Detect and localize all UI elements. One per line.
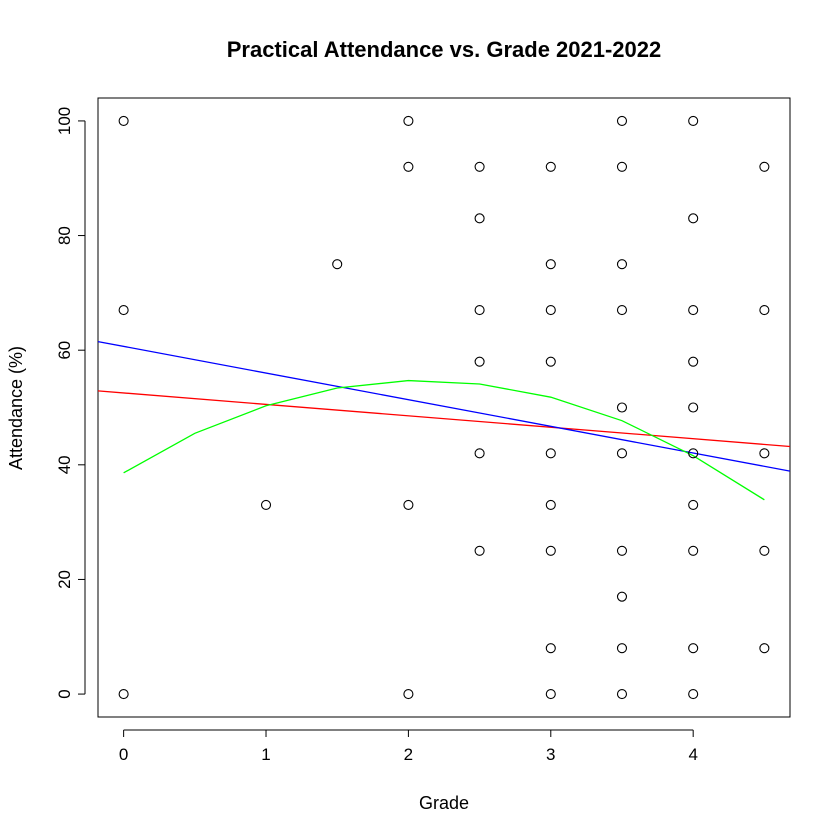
data-point (688, 402, 699, 413)
fit-lines (97, 340, 791, 501)
data-point (616, 305, 628, 316)
plot-frame (97, 97, 791, 718)
data-point (403, 689, 414, 700)
data-point (474, 305, 485, 316)
y-tick-label: 100 (55, 107, 74, 135)
data-point (403, 161, 414, 172)
data-point (759, 643, 770, 654)
data-point (759, 305, 770, 316)
fit-line-3 (123, 379, 765, 501)
x-tick-label: 0 (119, 745, 128, 764)
data-point (118, 115, 129, 126)
data-point (759, 545, 770, 556)
data-point (616, 643, 628, 654)
x-tick-label: 1 (261, 745, 270, 764)
y-tick-label: 80 (55, 226, 74, 245)
data-point (474, 213, 485, 224)
data-point (545, 545, 556, 556)
data-point (688, 448, 699, 459)
data-point (688, 643, 699, 654)
y-tick-label: 20 (55, 570, 74, 589)
data-point (688, 356, 699, 367)
y-tick-label: 40 (55, 455, 74, 474)
data-point (403, 115, 414, 126)
y-tick-label: 60 (55, 341, 74, 360)
data-point (759, 161, 770, 172)
data-point (616, 402, 628, 413)
data-point (688, 689, 699, 700)
data-point (688, 115, 699, 126)
fit-line-2 (97, 340, 791, 472)
data-point (474, 448, 485, 459)
data-point (545, 356, 556, 367)
data-point (545, 689, 556, 700)
x-axis-title: Grade (419, 793, 469, 813)
data-point (688, 545, 699, 556)
data-point (260, 499, 272, 510)
fit-line-1 (97, 390, 791, 448)
data-point (545, 161, 556, 172)
data-point (616, 259, 628, 270)
data-point (118, 689, 129, 700)
y-axis-title: Attendance (%) (6, 346, 26, 470)
data-point (759, 448, 770, 459)
data-point (403, 499, 414, 510)
data-point (545, 499, 556, 510)
data-point (332, 259, 343, 270)
data-point (474, 545, 485, 556)
data-point (616, 591, 628, 602)
y-axis: 0 20 40 60 80 100 (55, 107, 86, 699)
y-tick-label: 0 (55, 689, 74, 698)
x-tick-label: 2 (404, 745, 413, 764)
data-point (545, 259, 556, 270)
data-point (616, 545, 628, 556)
data-point (474, 356, 485, 367)
chart-title: Practical Attendance vs. Grade 2021-2022 (227, 37, 662, 62)
data-point (545, 643, 556, 654)
x-tick-label: 4 (688, 745, 697, 764)
data-point (545, 305, 556, 316)
x-axis: 0 1 2 3 4 (119, 729, 698, 764)
data-point (616, 689, 628, 700)
data-point (118, 305, 129, 316)
data-point (688, 213, 699, 224)
data-point (688, 499, 699, 510)
data-point (545, 448, 556, 459)
data-point (688, 305, 699, 316)
data-point (474, 161, 485, 172)
x-tick-label: 3 (546, 745, 555, 764)
data-point (616, 161, 628, 172)
data-point (616, 448, 628, 459)
data-point (616, 115, 628, 126)
data-points (118, 115, 770, 700)
